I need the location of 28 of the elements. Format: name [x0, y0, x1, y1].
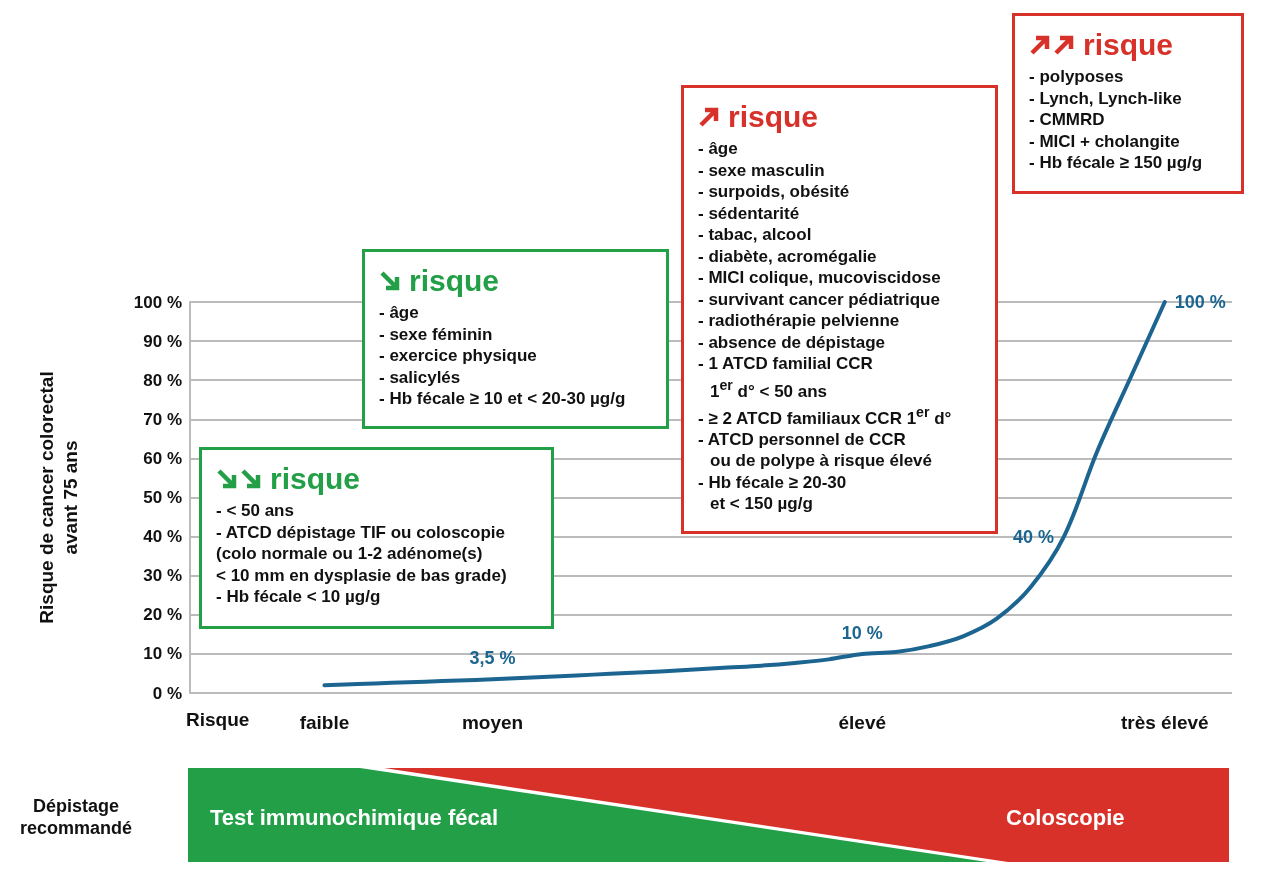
y-tick-label: 30 % — [143, 566, 182, 586]
annotation: risque - âge - sexe féminin - exercice physique - salicylés - Hb fécale ≥ 10 et < 20-30 µg/g — [379, 263, 627, 410]
x-tick-label: élevé — [838, 712, 887, 733]
data-label: 40 % — [1012, 526, 1054, 547]
y-tick-label: 0 % — [152, 683, 182, 703]
y-tick-label: 40 % — [143, 527, 182, 547]
text: risque - polyposes - Lynch, Lynch-like - CMMRD - MICI + cholangite - Hb fécale ≥ 150 µg/g — [1029, 27, 1204, 174]
y-tick-label: 50 % — [143, 488, 182, 507]
data-label: 100 % — [1174, 292, 1226, 312]
y-axis-title: Risque de cancer colorectal avant 75 ans — [35, 371, 81, 624]
y-tick-label: 80 % — [143, 370, 182, 390]
text: Dépistage recommandé — [18, 795, 133, 839]
y-tick-label: 90 % — [143, 331, 182, 351]
data-label: 10 % — [841, 622, 883, 643]
text: risque - âge - sexe masculin - surpoids, obésité - sédentarité - tabac, alcool - diabète, acromégalie - MICI colique, mucoviscidose - survivant cancer pédiatrique - radiothérapie pelvienne - absence de dépistage - 1 ATCD familial CCR 1$^{er}$ d° < 50 ans - ≥ 2 ATCD familiaux CCR 1$^{er}$ d° - ATCD personnel de CCR ou de polype à risque élevé - Hb fécale ≥ 20-30 et < 150 µg/g — [698, 100, 952, 514]
data-label: 3,5 % — [469, 648, 516, 669]
y-tick-label: 60 % — [143, 448, 182, 468]
y-tick-label: 100 % — [133, 292, 182, 312]
annotation: risque - < 50 ans - ATCD dépistage TIF ou coloscopie (colo normale ou 1-2 adénome(s) < 10 mm en dysplasie de bas grade) - Hb fécale < 10 µg/g — [216, 461, 508, 608]
x-axis-title: Risque — [186, 709, 250, 730]
y-tick-label: 70 % — [143, 409, 182, 429]
x-tick-label: très élevé — [1120, 712, 1209, 733]
x-tick-label: faible — [299, 712, 350, 733]
text: Test immunochimique fécal — [210, 805, 499, 831]
text: Coloscopie — [1006, 805, 1125, 831]
y-tick-label: 20 % — [143, 605, 182, 625]
y-tick-label: 10 % — [143, 644, 182, 664]
x-tick-label: moyen — [461, 712, 524, 733]
